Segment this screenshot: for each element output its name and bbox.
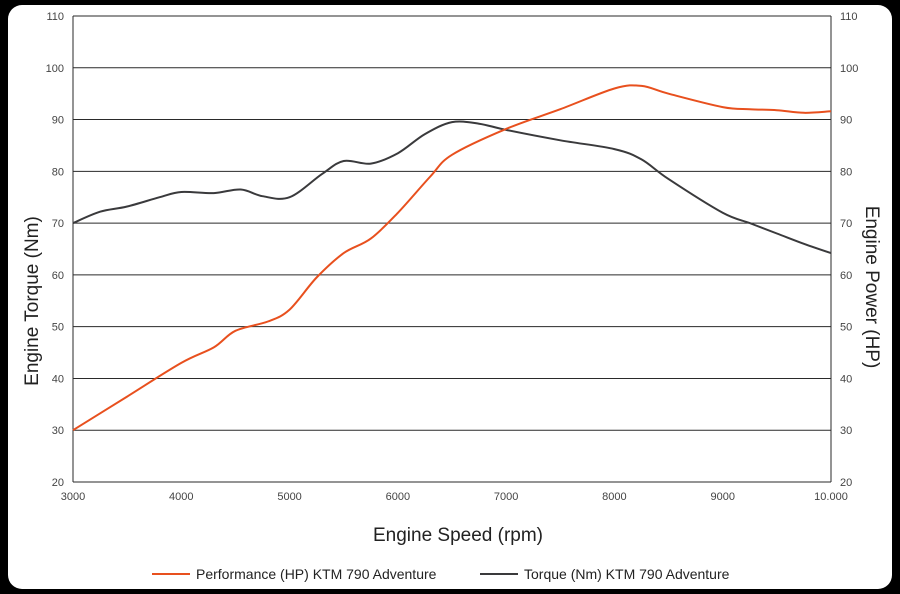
x-tick-8000: 8000	[602, 491, 626, 503]
x-tick-6000: 6000	[386, 491, 410, 503]
y-tick-right-60: 60	[840, 270, 852, 282]
y-tick-left-110: 110	[46, 11, 64, 23]
y-ticks-left: 20 30 40 50 60 70 80 90 100 110	[46, 11, 64, 489]
y-tick-left-90: 90	[52, 115, 64, 127]
y-tick-right-30: 30	[840, 425, 852, 437]
y-axis-title-left: Engine Torque (Nm)	[22, 216, 43, 386]
x-tick-4000: 4000	[169, 491, 193, 503]
legend-label-torque: Torque (Nm) KTM 790 Adventure	[524, 566, 730, 582]
x-tick-5000: 5000	[277, 491, 301, 503]
y-tick-right-70: 70	[840, 218, 852, 230]
y-tick-left-20: 20	[52, 477, 64, 489]
y-tick-right-20: 20	[840, 477, 852, 489]
series-lines	[72, 84, 832, 432]
x-ticks: 3000 4000 5000 6000 7000 8000 9000 10.000	[61, 491, 848, 503]
y-axis-title-right: Engine Power (HP)	[861, 206, 882, 369]
y-tick-right-110: 110	[840, 11, 858, 23]
y-tick-right-40: 40	[840, 373, 852, 385]
y-tick-right-50: 50	[840, 322, 852, 334]
y-tick-left-60: 60	[52, 270, 64, 282]
y-tick-left-40: 40	[52, 373, 64, 385]
y-tick-left-80: 80	[52, 166, 64, 178]
gridlines	[72, 15, 832, 483]
chart-frame	[8, 5, 892, 589]
y-tick-left-50: 50	[52, 322, 64, 334]
y-tick-right-80: 80	[840, 166, 852, 178]
x-tick-7000: 7000	[494, 491, 518, 503]
x-tick-9000: 9000	[710, 491, 734, 503]
y-tick-left-30: 30	[52, 425, 64, 437]
x-tick-3000: 3000	[61, 491, 85, 503]
y-tick-right-90: 90	[840, 115, 852, 127]
y-ticks-right: 20 30 40 50 60 70 80 90 100 110	[840, 11, 858, 489]
x-axis-title: Engine Speed (rpm)	[373, 525, 543, 546]
legend: Performance (HP) KTM 790 Adventure Torqu…	[152, 566, 730, 582]
y-tick-left-100: 100	[46, 63, 64, 75]
legend-label-performance: Performance (HP) KTM 790 Adventure	[196, 566, 437, 582]
y-tick-left-70: 70	[52, 218, 64, 230]
series-line-performance-hp	[72, 84, 832, 432]
series-line-torque-nm	[72, 120, 832, 255]
x-tick-10.000: 10.000	[814, 491, 848, 503]
y-tick-right-100: 100	[840, 63, 858, 75]
